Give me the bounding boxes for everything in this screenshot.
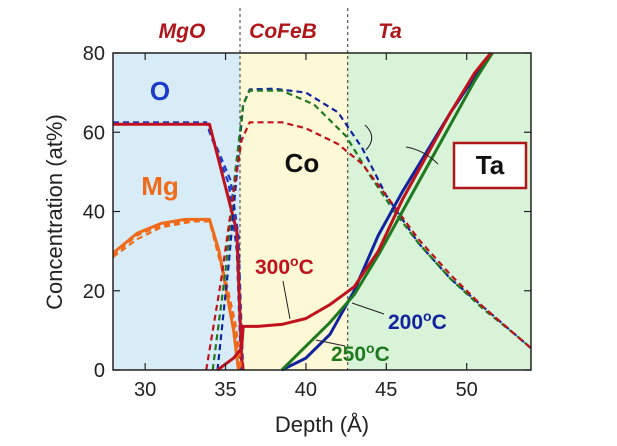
- temp-200-value: 200: [388, 311, 423, 334]
- series-co-250: [211, 89, 532, 371]
- axis-ticks: 30 35 40 45 50 0 20 40 60 80: [83, 43, 531, 401]
- x-axis-label: Depth (Å): [275, 412, 369, 437]
- x-tick-label-30: 30: [134, 379, 156, 401]
- layer-bands: [113, 53, 531, 370]
- series-ta-300: [216, 52, 492, 372]
- series-o-300: [113, 122, 245, 371]
- series-lines: [112, 52, 532, 372]
- ta-pointer-arc: [405, 146, 439, 165]
- series-ta-250: [280, 52, 494, 372]
- x-tick-label-40: 40: [295, 379, 317, 401]
- series-mg-250: [112, 220, 242, 371]
- temp-200-pointer-line: [351, 302, 385, 315]
- layer-label-cofeb: CoFeB: [249, 20, 317, 43]
- y-axis-label: Concentration (at%): [42, 114, 67, 310]
- y-tick-label-80: 80: [83, 43, 105, 65]
- annotation-lines: [282, 124, 439, 347]
- y-tick-label-0: 0: [94, 360, 105, 382]
- x-tick-label-35: 35: [214, 379, 236, 401]
- temp-label-200: 200oC: [388, 308, 447, 334]
- temp-label-300: 300oC: [255, 253, 314, 279]
- x-tick-label-45: 45: [375, 379, 397, 401]
- temp-300-unit: C: [299, 256, 314, 279]
- temp-250-pointer-line: [315, 339, 346, 347]
- layer-band-cofeb: [240, 53, 348, 370]
- x-tick-label-50: 50: [456, 379, 478, 401]
- series-co-300: [205, 121, 532, 371]
- y-tick-label-20: 20: [83, 281, 105, 303]
- ta-label-box: [452, 141, 528, 190]
- temp-250-value: 250: [331, 343, 366, 366]
- element-label-ta: Ta: [476, 150, 505, 180]
- co-pointer-arc: [364, 124, 373, 151]
- temp-250-unit: C: [375, 343, 390, 366]
- element-label-mg: Mg: [141, 171, 179, 201]
- temp-200-unit: C: [432, 311, 447, 334]
- temp-300-value: 300: [255, 256, 290, 279]
- element-label-o: O: [150, 76, 170, 106]
- temp-300-pointer-line: [282, 280, 291, 320]
- temp-200-sup: o: [423, 308, 432, 324]
- y-tick-label-60: 60: [83, 122, 105, 144]
- layer-band-ta: [347, 53, 531, 370]
- temp-250-sup: o: [366, 340, 375, 356]
- layer-label-mgo: MgO: [159, 20, 206, 43]
- series-mg-300: [112, 217, 240, 371]
- y-tick-label-40: 40: [83, 202, 105, 224]
- layer-label-ta: Ta: [378, 20, 402, 43]
- temp-300-sup: o: [290, 253, 299, 269]
- element-label-co: Co: [285, 148, 320, 178]
- series-mg-200: [112, 219, 243, 371]
- layer-band-mgo: [113, 53, 241, 370]
- temp-label-250: 250oC: [331, 340, 390, 366]
